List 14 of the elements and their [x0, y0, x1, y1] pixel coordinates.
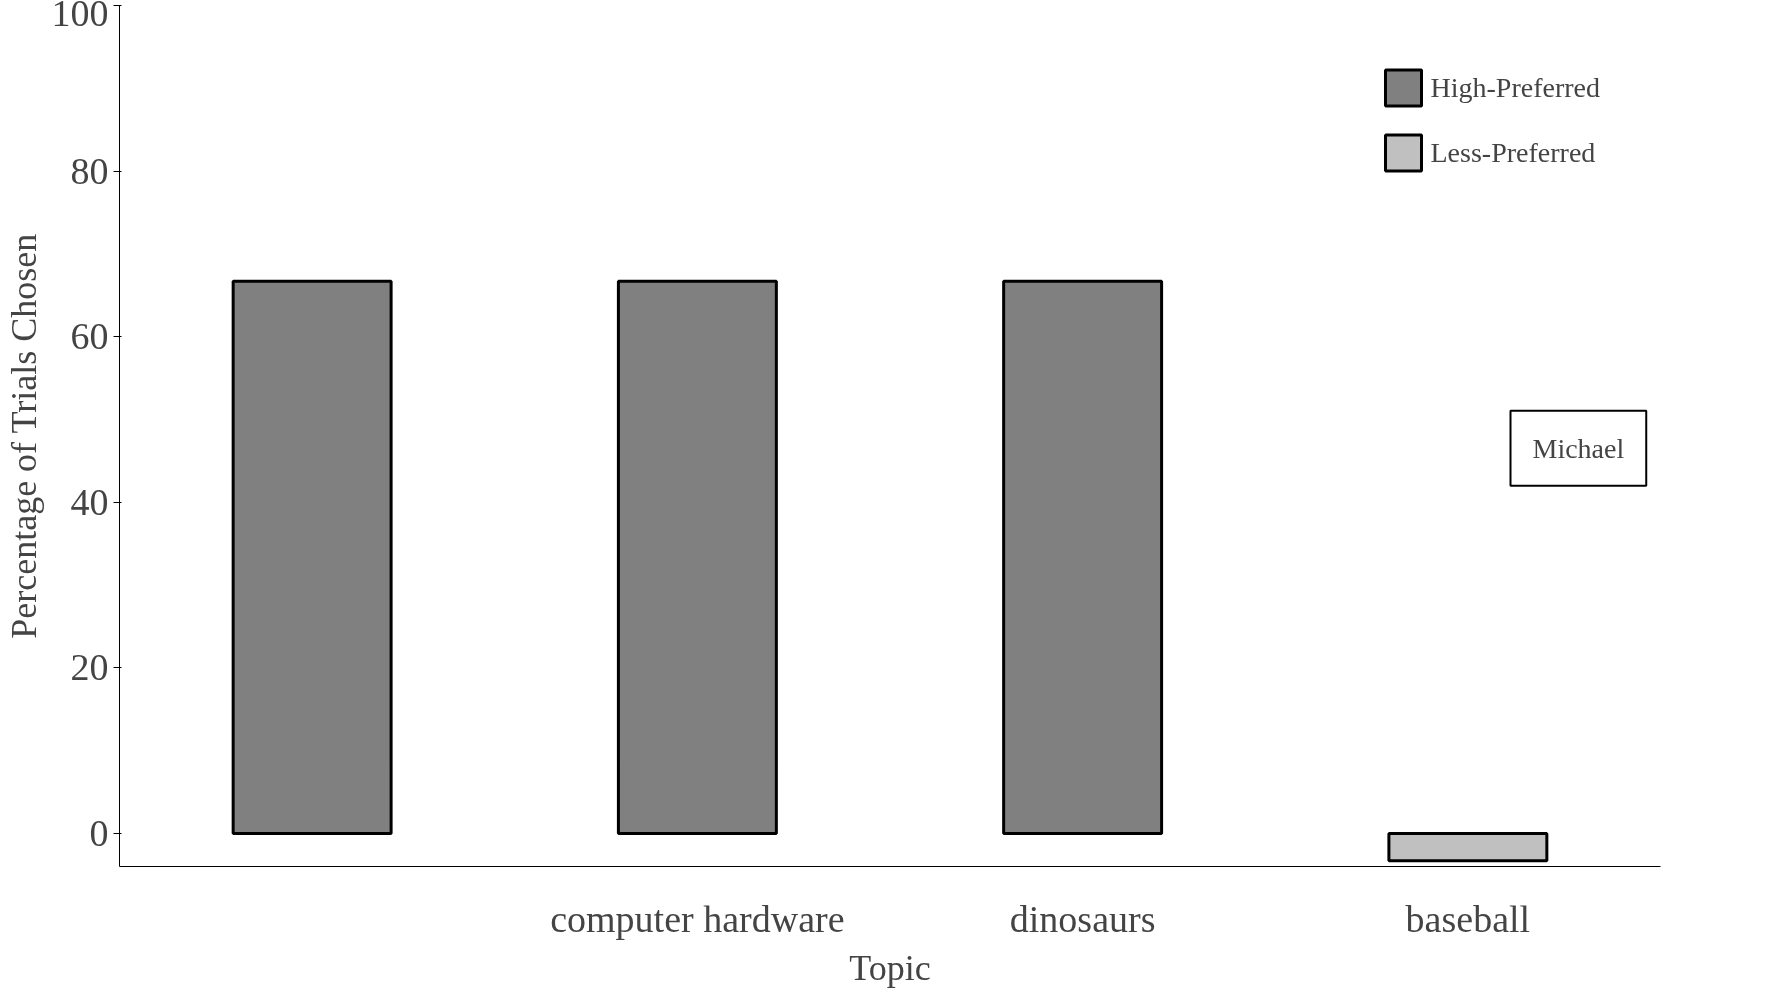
y-tick-label: 80	[70, 149, 109, 192]
y-tick-label: 20	[70, 646, 109, 689]
x-tick-label: dinosaurs	[1009, 897, 1156, 940]
y-axis-title: Percentage of Trials Chosen	[3, 233, 44, 639]
annotation: Michael	[1532, 432, 1625, 464]
y-tick-label: 100	[51, 0, 109, 34]
y-tick-label: 60	[70, 315, 109, 358]
legend-label: High-Preferred	[1430, 71, 1600, 104]
y-tick-label: 40	[70, 480, 109, 523]
x-tick-label: baseball	[1405, 897, 1531, 940]
legend-label: Less-Preferred	[1430, 136, 1596, 169]
x-axis-title: Topic	[849, 947, 931, 988]
x-tick-label: computer hardware	[550, 897, 845, 940]
y-tick-label: 0	[89, 811, 109, 854]
